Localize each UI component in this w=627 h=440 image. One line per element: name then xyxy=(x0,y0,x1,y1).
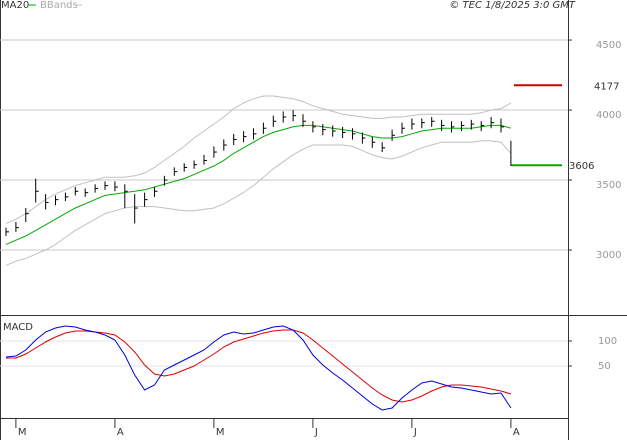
y-tick-label: 100 xyxy=(598,336,617,347)
x-tick-label: M xyxy=(216,427,225,438)
y-tick-label: 4500 xyxy=(596,40,621,51)
credit: © TEC 1/8/2025 3:0 GMT xyxy=(449,0,576,11)
panel-title: MACD xyxy=(3,322,33,333)
bband-line xyxy=(5,140,512,266)
x-tick-label: A xyxy=(117,427,124,438)
bband-line xyxy=(5,95,512,224)
y-tick-label: 50 xyxy=(598,361,611,372)
y-tick-label: 3500 xyxy=(596,180,621,191)
macd-line xyxy=(5,325,512,411)
x-tick-label: M xyxy=(18,427,27,438)
legend-label: MA20 xyxy=(1,0,29,11)
price-level-label: 3606 xyxy=(569,161,594,172)
y-tick-label: 4000 xyxy=(596,110,621,121)
x-tick-label: A xyxy=(513,427,520,438)
x-tick-label: J xyxy=(413,427,417,438)
ma-line xyxy=(5,124,512,245)
legend-label: BBands xyxy=(40,0,78,11)
price-level-label: 4177 xyxy=(594,81,619,92)
x-tick-label: J xyxy=(314,427,318,438)
y-tick-label: 3000 xyxy=(596,250,621,261)
